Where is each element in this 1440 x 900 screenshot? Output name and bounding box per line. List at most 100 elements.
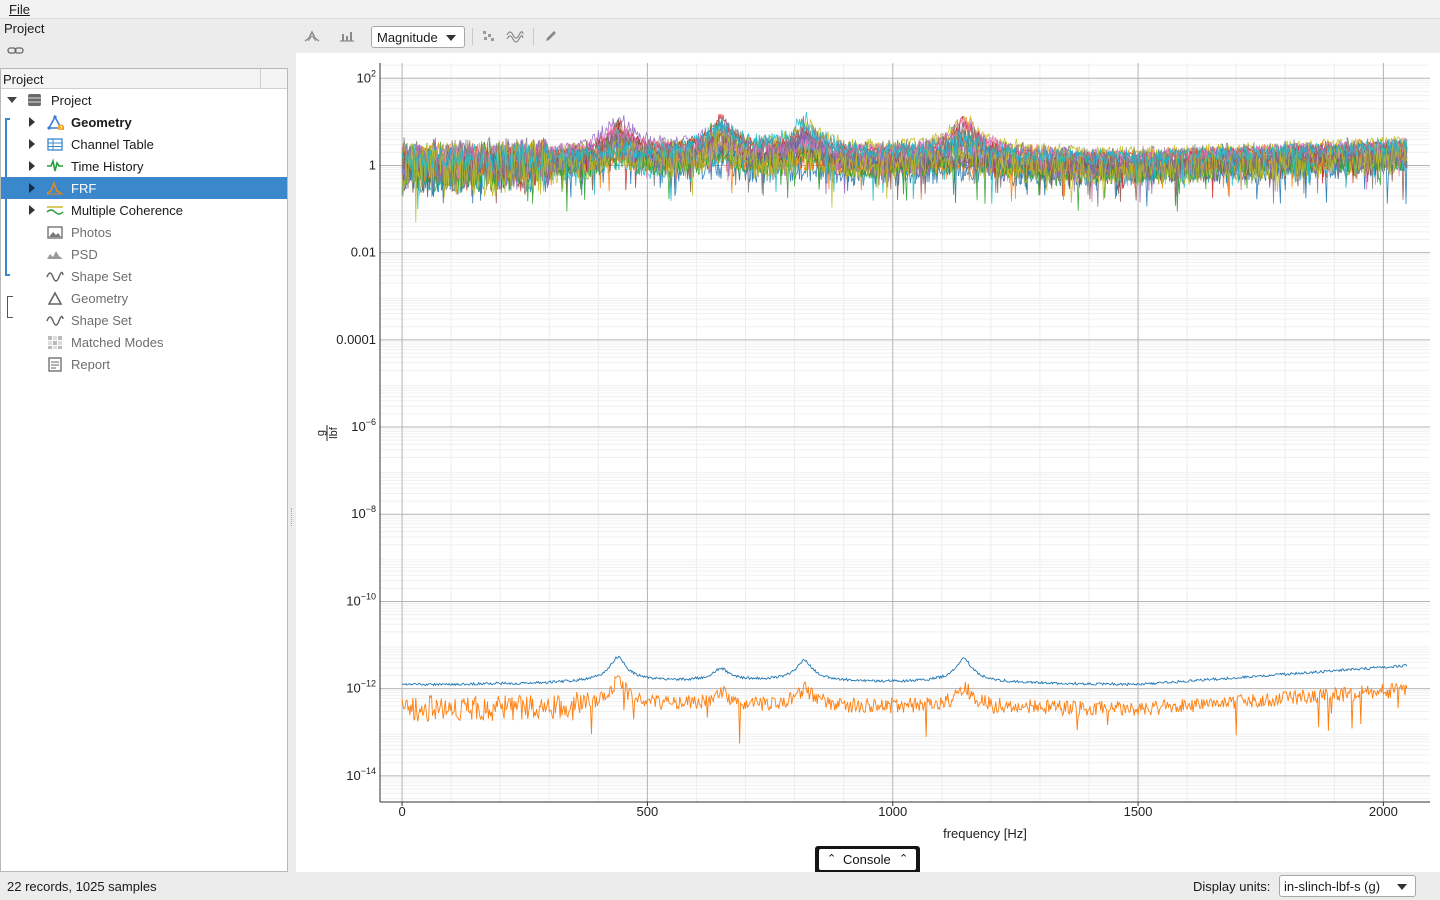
y-axis-label-numerator: g [315,430,327,436]
tree-item-label: Shape Set [71,269,132,284]
console-label: Console [843,852,891,867]
pencil-icon[interactable] [542,28,560,44]
x-tick-label: 1500 [1124,804,1153,819]
frf-icon [46,180,64,196]
chevron-down-icon [446,35,456,41]
console-toggle-button[interactable]: ⌃ Console ⌃ [815,846,920,872]
file-menu[interactable]: File [9,2,30,17]
frf-series-line [401,112,1408,188]
y-tick-label: 102 [357,68,376,85]
svg-text:?: ? [59,126,62,131]
geometry-icon [46,290,64,306]
frf-plot[interactable]: 0 500 1000 1500 2000 102 1 0.01 0.0001 10−6 10−8 10… [296,53,1440,872]
tree-item-report[interactable]: Report [1,353,287,375]
peak-pick-icon[interactable] [303,28,321,44]
group-bracket-gray [7,296,13,318]
bar-chart-icon[interactable] [338,28,356,44]
display-units-label: Display units: [1193,879,1271,894]
expand-arrow-icon[interactable] [29,161,35,171]
tree-item-matched-modes[interactable]: Matched Modes [1,331,287,353]
y-tick-label: 10−10 [346,591,376,608]
tree-header: Project [1,69,287,89]
tree-item-label: PSD [71,247,98,262]
tree-item-photos[interactable]: Photos [1,221,287,243]
x-tick-label: 0 [398,804,405,819]
tree-item-label: FRF [71,181,97,196]
frf-highlight-series-line [401,675,1408,744]
scatter-icon[interactable] [480,28,498,44]
tree-item-multiple-coherence[interactable]: Multiple Coherence [1,199,287,221]
toolbar-divider [472,28,473,45]
view-mode-select[interactable]: Magnitude [371,26,465,48]
x-tick-label: 1000 [878,804,907,819]
frf-series-line [401,115,1408,196]
panel-splitter[interactable] [288,68,296,872]
frf-chart-svg[interactable]: 0 500 1000 1500 2000 102 1 0.01 0.0001 10−6 10−8 10… [296,53,1440,872]
status-summary: 22 records, 1025 samples [7,879,157,894]
tree-item-label: Photos [71,225,112,240]
link-icon[interactable] [7,45,25,57]
frf-series-line [401,127,1408,223]
tree-item-label: Channel Table [71,137,154,152]
plot-toolbar: Magnitude [296,20,1440,53]
tree-item-shape-set[interactable]: Shape Set [1,265,287,287]
x-tick-label: 500 [637,804,659,819]
psd-icon [46,246,64,262]
coherence-icon [46,202,64,218]
expand-arrow-icon[interactable] [29,205,35,215]
y-tick-label: 10−12 [346,679,376,696]
tree-item-label: Shape Set [71,313,132,328]
expand-arrow-icon[interactable] [29,117,35,127]
tree-item-geometry[interactable]: Geometry [1,287,287,309]
expand-arrow-icon[interactable] [29,139,35,149]
frf-highlight-series-line [401,655,1408,687]
y-tick-label: 0.0001 [336,332,376,347]
menu-bar: File [0,0,1440,19]
tree-item-project[interactable]: Project [1,89,287,111]
chevron-up-icon: ⌃ [899,853,909,865]
tree-item-channel-table[interactable]: Channel Table [1,133,287,155]
chevron-down-icon [1397,884,1407,890]
database-icon [26,92,44,108]
project-tree: Project Project? Geometry Channel Table Tim… [0,68,288,872]
collapse-arrow-icon[interactable] [7,97,17,103]
tree-item-label: Multiple Coherence [71,203,184,218]
toolbar-divider [533,28,534,45]
tree-item-frf[interactable]: FRF [1,177,287,199]
tree-header-label: Project [3,72,44,87]
wave-overlay-icon[interactable] [506,28,524,44]
tree-item-label: Time History [71,159,144,174]
expand-arrow-icon[interactable] [29,183,35,193]
y-tick-label: 0.01 [351,245,376,260]
tree-item-geometry[interactable]: ? Geometry [1,111,287,133]
matched-modes-icon [46,334,64,350]
view-mode-value: Magnitude [377,30,438,45]
column-divider[interactable] [260,69,261,89]
status-bar: 22 records, 1025 samples Display units: … [0,872,1440,900]
y-axis-label-denominator: lbf [328,426,340,439]
tree-item-label: Report [71,357,111,372]
group-bracket-blue [5,118,10,276]
tree-item-psd[interactable]: PSD [1,243,287,265]
geometry-warning-icon: ? [46,114,65,133]
tree-item-label: Geometry [71,291,129,306]
tree-item-label: Project [51,93,92,108]
left-panel-title: Project [4,21,45,36]
y-tick-label: 10−14 [346,766,376,783]
photo-icon [46,224,64,240]
tree-item-shape-set[interactable]: Shape Set [1,309,287,331]
y-tick-label: 10−6 [351,417,376,434]
time-history-icon [46,158,64,174]
y-axis-label: g lbf [315,425,340,441]
frf-series-line [401,148,1408,212]
shape-set-icon [46,268,64,284]
table-icon [46,136,64,152]
display-units-select[interactable]: in-slinch-lbf-s (g) [1279,875,1416,897]
tree-item-label: Geometry [71,115,132,130]
x-tick-label: 2000 [1369,804,1398,819]
y-tick-label: 10−8 [351,504,376,521]
tree-item-time-history[interactable]: Time History [1,155,287,177]
shape-set-icon [46,312,64,328]
chevron-up-icon: ⌃ [827,853,837,865]
y-tick-label: 1 [369,157,376,172]
